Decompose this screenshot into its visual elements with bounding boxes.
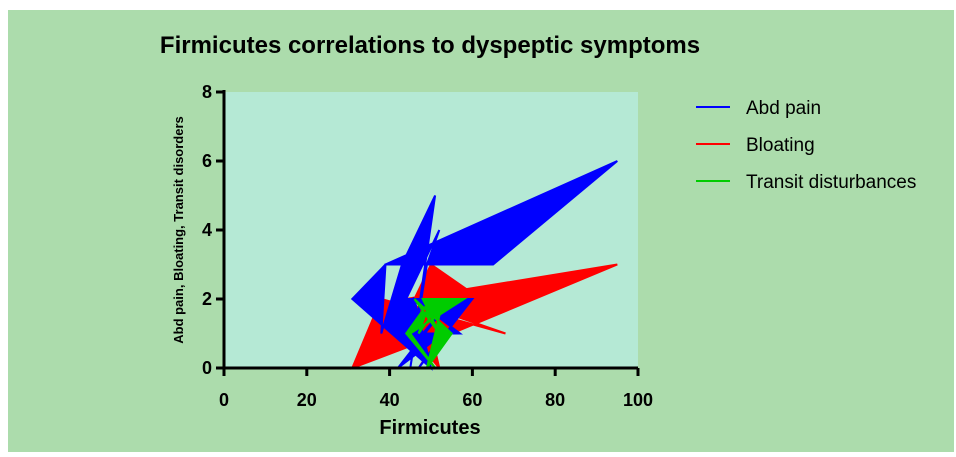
- chart-frame: Firmicutes correlations to dyspeptic sym…: [8, 10, 954, 452]
- x-tick-label: 0: [219, 390, 229, 410]
- x-axis-label: Firmicutes: [379, 417, 480, 439]
- legend: Abd pain Bloating Transit disturbances: [696, 98, 916, 193]
- y-axis-label: Abd pain, Bloating, Transit disorders: [171, 116, 186, 344]
- chart: Firmicutes correlations to dyspeptic sym…: [160, 32, 916, 439]
- x-tick-label: 40: [380, 390, 400, 410]
- y-tick-label: 4: [202, 220, 212, 240]
- series-layer: [350, 160, 618, 371]
- x-tick-label: 80: [545, 390, 565, 410]
- y-tick-label: 8: [202, 82, 212, 102]
- series-transit-disturbances: [404, 298, 468, 369]
- x-ticks: 0 20 40 60 80 100: [219, 368, 653, 410]
- legend-label: Transit disturbances: [746, 172, 916, 193]
- y-ticks: 0 2 4 6 8: [202, 82, 224, 378]
- x-tick-label: 60: [462, 390, 482, 410]
- chart-title: Firmicutes correlations to dyspeptic sym…: [160, 32, 700, 59]
- x-tick-label: 20: [297, 390, 317, 410]
- y-tick-label: 0: [202, 358, 212, 378]
- y-tick-label: 6: [202, 151, 212, 171]
- x-tick-label: 100: [623, 390, 653, 410]
- y-tick-label: 2: [202, 289, 212, 309]
- legend-label: Bloating: [746, 135, 815, 156]
- legend-label: Abd pain: [746, 98, 821, 119]
